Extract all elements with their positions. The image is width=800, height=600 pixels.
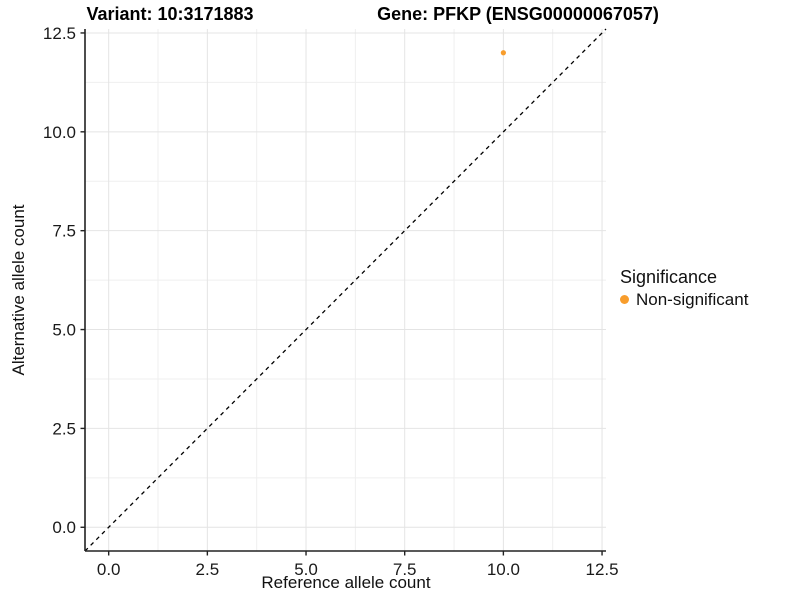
x-tick-label: 10.0 bbox=[487, 560, 520, 579]
legend-item-label: Non-significant bbox=[636, 290, 749, 309]
y-tick-label: 7.5 bbox=[52, 222, 76, 241]
y-tick-label: 12.5 bbox=[43, 24, 76, 43]
y-tick-label: 2.5 bbox=[52, 419, 76, 438]
x-tick-label: 7.5 bbox=[393, 560, 417, 579]
legend-title: Significance bbox=[620, 267, 718, 287]
y-tick-label: 10.0 bbox=[43, 123, 76, 142]
y-tick-label: 5.0 bbox=[52, 320, 76, 339]
y-tick-label: 0.0 bbox=[52, 518, 76, 537]
variant-title: Variant: 10:3171883 bbox=[86, 4, 254, 24]
y-axis-title: Alternative allele count bbox=[9, 204, 28, 376]
x-tick-label: 2.5 bbox=[196, 560, 220, 579]
x-tick-label: 12.5 bbox=[586, 560, 619, 579]
identity-line bbox=[84, 28, 607, 552]
gene-title: Gene: PFKP (ENSG00000067057) bbox=[377, 4, 659, 24]
data-point bbox=[500, 50, 506, 56]
legend: Significance Non-significant bbox=[620, 266, 748, 310]
x-axis-title: Reference allele count bbox=[261, 573, 431, 592]
x-tick-label: 5.0 bbox=[294, 560, 318, 579]
x-tick-label: 0.0 bbox=[97, 560, 121, 579]
legend-item: Non-significant bbox=[620, 289, 748, 310]
legend-point-icon bbox=[620, 295, 629, 304]
